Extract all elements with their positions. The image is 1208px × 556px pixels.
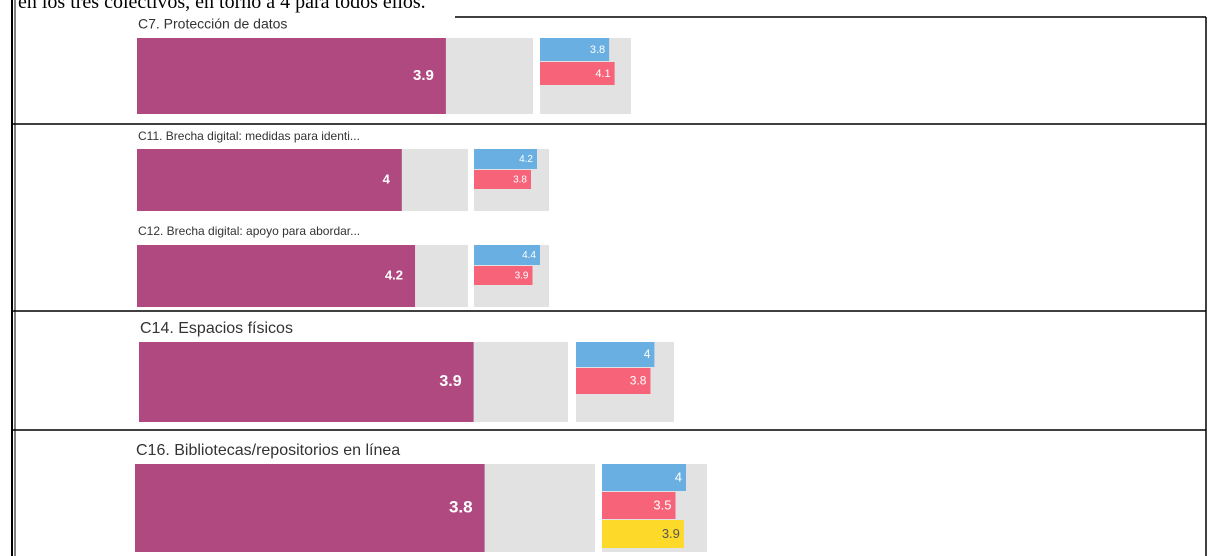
bar [135, 464, 485, 552]
small-value-label: 3.9 [662, 526, 680, 541]
value-label: 4 [383, 171, 391, 186]
value-label: 3.9 [413, 67, 434, 84]
small-value-label: 4.2 [519, 154, 533, 165]
small-value-label: 4.1 [595, 68, 610, 80]
small-bar [474, 266, 533, 285]
bar [139, 342, 474, 422]
small-bar [474, 170, 531, 189]
chart-title: C16. Bibliotecas/repositorios en línea [136, 442, 400, 459]
small-bar [602, 492, 676, 519]
chart-title: C7. Protección de datos [138, 16, 287, 32]
small-value-label: 3.5 [653, 497, 671, 512]
value-label: 3.9 [439, 373, 461, 390]
small-value-label: 3.8 [513, 175, 527, 186]
small-value-label: 4 [675, 469, 682, 484]
small-value-label: 4 [644, 347, 651, 361]
value-label: 4.2 [385, 267, 403, 282]
small-value-label: 3.8 [630, 374, 647, 388]
small-bar [576, 368, 651, 394]
bar [137, 245, 416, 307]
value-label: 3.8 [449, 497, 473, 516]
small-value-label: 3.8 [590, 44, 605, 56]
small-bar [540, 62, 615, 85]
small-bar [474, 149, 537, 169]
small-bar [602, 520, 684, 548]
small-bar [602, 464, 686, 491]
chart-title: C14. Espacios físicos [140, 320, 293, 337]
chart-title: C12. Brecha digital: apoyo para abordar.… [138, 224, 360, 238]
small-bar [576, 342, 655, 367]
small-value-label: 4.4 [522, 250, 536, 261]
intro-text: en los tres colectivos, en torno a 4 par… [18, 0, 426, 13]
small-bar [540, 38, 610, 61]
bar [137, 38, 446, 114]
chart-title: C11. Brecha digital: medidas para identi… [138, 129, 360, 143]
bar [137, 149, 402, 211]
small-bar [474, 245, 540, 265]
small-value-label: 3.9 [515, 271, 529, 282]
